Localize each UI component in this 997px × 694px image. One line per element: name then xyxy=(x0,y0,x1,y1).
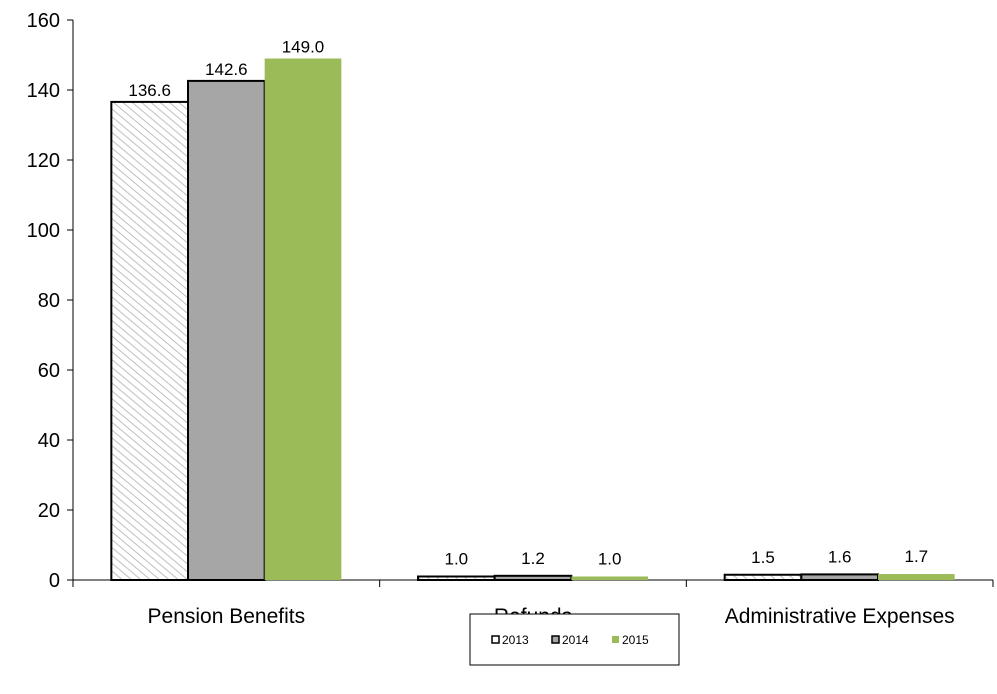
y-tick-label: 0 xyxy=(49,570,60,592)
legend-swatch-2014 xyxy=(551,635,560,644)
x-category-label: Pension Benefits xyxy=(148,605,306,628)
y-tick-label: 140 xyxy=(27,80,60,102)
y-axis: 0 20 40 60 80 100 120 140 160 xyxy=(27,10,74,592)
bar-2014 xyxy=(187,79,266,582)
legend: 2013 2014 2015 xyxy=(469,613,680,666)
y-tick-label: 120 xyxy=(27,150,60,172)
data-labels: 136.6 142.6 149.0 1.0 1.2 1.0 1.5 1.6 1.7 xyxy=(128,38,928,569)
bar-2015 xyxy=(264,58,342,580)
bar-2014 xyxy=(493,574,573,581)
legend-box xyxy=(469,613,680,666)
bar-2015 xyxy=(878,574,955,580)
legend-label: 2015 xyxy=(622,633,649,647)
y-tick-label: 160 xyxy=(27,10,60,32)
data-label: 1.0 xyxy=(445,550,469,569)
data-label: 1.6 xyxy=(828,547,852,566)
y-tick-label: 40 xyxy=(38,430,60,452)
legend-label: 2013 xyxy=(502,633,529,647)
legend-swatch-2015 xyxy=(612,636,619,643)
y-tick-label: 60 xyxy=(38,360,60,382)
data-label: 1.7 xyxy=(905,547,929,566)
bar-2014 xyxy=(800,573,879,582)
data-label: 149.0 xyxy=(282,38,325,57)
legend-label: 2014 xyxy=(562,633,589,647)
data-label: 1.2 xyxy=(521,549,545,568)
y-tick-label: 20 xyxy=(38,500,60,522)
legend-swatch-2013 xyxy=(491,635,500,644)
data-label: 1.0 xyxy=(598,550,622,569)
data-label: 1.5 xyxy=(751,548,775,567)
data-label: 136.6 xyxy=(128,81,171,100)
bar-2015 xyxy=(571,576,648,580)
bar-2013 xyxy=(723,573,803,581)
bar-2013 xyxy=(417,575,496,581)
x-category-label: Administrative Expenses xyxy=(725,605,955,628)
data-label: 142.6 xyxy=(205,60,248,79)
y-tick-label: 80 xyxy=(38,290,60,312)
y-tick-label: 100 xyxy=(27,220,60,242)
bar-2013 xyxy=(110,100,189,582)
bars xyxy=(110,58,955,582)
